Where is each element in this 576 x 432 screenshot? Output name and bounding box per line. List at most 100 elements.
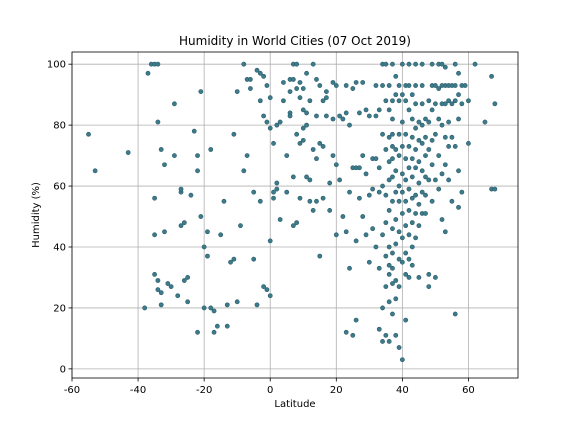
y-tick-label: 40: [53, 242, 66, 253]
data-point: [323, 95, 329, 101]
x-tick-label: -20: [196, 385, 212, 396]
data-point: [333, 232, 339, 238]
data-point: [416, 275, 422, 280]
data-point: [413, 125, 418, 131]
data-point: [152, 272, 157, 277]
data-point: [287, 113, 293, 119]
y-axis-label: Humidity (%): [31, 182, 42, 248]
data-point: [436, 116, 442, 122]
data-point: [456, 168, 461, 174]
data-point: [419, 168, 425, 174]
data-point: [433, 131, 438, 137]
data-point: [416, 159, 422, 165]
data-point: [290, 223, 296, 229]
data-point: [396, 98, 402, 104]
data-point: [366, 259, 372, 265]
data-point: [191, 128, 197, 134]
data-point: [366, 113, 372, 119]
data-point: [314, 113, 319, 119]
data-point: [419, 140, 425, 146]
data-point: [383, 284, 389, 289]
data-point: [284, 153, 290, 158]
data-point: [452, 61, 458, 67]
data-point: [247, 77, 253, 82]
data-point: [442, 229, 448, 235]
data-point: [261, 113, 267, 119]
data-point: [376, 265, 382, 271]
data-point: [92, 168, 98, 174]
data-point: [376, 165, 382, 171]
data-point: [274, 186, 280, 192]
data-point: [294, 220, 300, 226]
data-point: [195, 329, 200, 335]
data-point: [449, 134, 455, 140]
data-point: [294, 61, 300, 67]
data-point: [456, 92, 461, 98]
data-point: [426, 147, 432, 152]
data-point: [456, 70, 461, 76]
data-point: [433, 177, 438, 183]
data-point: [300, 125, 306, 131]
data-point: [383, 61, 389, 67]
data-point: [416, 137, 422, 143]
data-point: [396, 198, 402, 204]
data-point: [218, 232, 224, 238]
data-point: [274, 180, 280, 186]
data-point: [297, 195, 303, 201]
data-point: [380, 83, 385, 88]
data-point: [413, 147, 418, 152]
data-point: [433, 83, 438, 88]
x-tick-label: 0: [267, 385, 273, 396]
data-point: [376, 189, 382, 195]
data-point: [429, 162, 435, 168]
data-point: [393, 147, 399, 152]
data-point: [145, 70, 151, 76]
data-point: [211, 329, 217, 335]
data-point: [251, 256, 257, 262]
data-point: [419, 101, 425, 107]
data-point: [300, 107, 306, 113]
data-point: [452, 98, 458, 104]
data-point: [406, 275, 412, 280]
data-point: [271, 189, 276, 195]
data-point: [386, 134, 392, 140]
data-point: [214, 323, 220, 329]
data-point: [386, 159, 392, 165]
data-point: [370, 186, 376, 192]
data-point: [290, 174, 296, 180]
data-point: [198, 89, 204, 95]
data-point: [393, 168, 399, 174]
data-point: [396, 153, 402, 158]
data-point: [442, 162, 448, 168]
data-point: [271, 140, 276, 146]
data-point: [307, 198, 313, 204]
data-point: [323, 113, 329, 119]
data-point: [152, 232, 157, 238]
data-point: [409, 195, 415, 201]
data-point: [234, 89, 240, 95]
data-point: [376, 326, 382, 332]
data-point: [446, 144, 452, 149]
data-point: [314, 77, 319, 82]
data-point: [357, 195, 362, 201]
data-point: [399, 259, 405, 265]
data-point: [320, 195, 326, 201]
data-point: [429, 61, 435, 67]
data-point: [343, 229, 349, 235]
data-point: [416, 119, 422, 125]
data-point: [386, 83, 392, 88]
data-point: [294, 86, 300, 91]
x-tick-label: -60: [64, 385, 80, 396]
data-point: [390, 265, 395, 271]
data-point: [327, 208, 333, 213]
plot-frame: [71, 51, 519, 379]
data-point: [383, 332, 389, 338]
data-point: [181, 220, 187, 226]
data-point: [429, 137, 435, 143]
data-point: [439, 122, 445, 128]
data-point: [320, 98, 326, 104]
data-point: [396, 345, 402, 350]
data-point: [442, 134, 448, 140]
data-point: [492, 186, 498, 192]
data-point: [399, 357, 405, 363]
